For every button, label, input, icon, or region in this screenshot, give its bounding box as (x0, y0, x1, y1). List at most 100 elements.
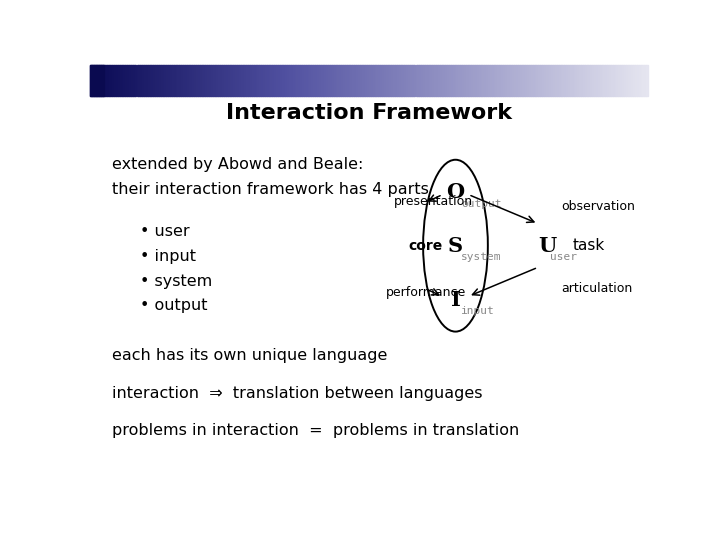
Bar (339, 65, 341, 96)
Bar (413, 65, 415, 96)
Bar (336, 65, 338, 96)
Text: their interaction framework has 4 parts: their interaction framework has 4 parts (112, 182, 429, 197)
Bar (361, 65, 364, 96)
Bar (261, 65, 263, 96)
Bar (466, 65, 467, 96)
Bar (112, 65, 114, 96)
Bar (343, 65, 345, 96)
Bar (540, 65, 542, 96)
Bar (425, 65, 427, 96)
Bar (371, 65, 373, 96)
Bar (490, 65, 492, 96)
Bar (132, 65, 135, 96)
Bar (510, 65, 512, 96)
Bar (552, 65, 553, 96)
Bar (384, 65, 386, 96)
Text: articulation: articulation (562, 282, 633, 295)
Bar (276, 65, 278, 96)
Bar (628, 65, 629, 96)
Bar (464, 65, 466, 96)
Bar (118, 65, 120, 96)
Bar (263, 65, 265, 96)
Bar (222, 65, 224, 96)
Bar (445, 65, 447, 96)
Bar (624, 65, 626, 96)
Bar (351, 65, 352, 96)
Bar (469, 65, 472, 96)
Bar (127, 65, 129, 96)
Bar (611, 65, 613, 96)
Bar (460, 65, 462, 96)
Bar (302, 65, 304, 96)
Bar (526, 65, 527, 96)
Bar (265, 65, 266, 96)
Bar (521, 65, 523, 96)
Bar (298, 65, 300, 96)
Bar (179, 65, 181, 96)
Bar (97, 65, 99, 96)
Bar (209, 65, 211, 96)
Bar (615, 65, 616, 96)
Bar (304, 65, 306, 96)
Bar (240, 65, 243, 96)
Bar (347, 65, 348, 96)
Bar (451, 65, 453, 96)
Bar (406, 65, 408, 96)
Bar (228, 65, 230, 96)
Bar (629, 65, 631, 96)
Bar (176, 65, 177, 96)
Bar (317, 65, 319, 96)
Bar (170, 65, 172, 96)
Bar (192, 65, 194, 96)
Bar (596, 65, 598, 96)
Bar (444, 65, 445, 96)
Bar (570, 65, 572, 96)
Bar (148, 65, 150, 96)
Bar (516, 65, 518, 96)
Bar (453, 65, 454, 96)
Bar (499, 65, 501, 96)
Bar (150, 65, 151, 96)
Bar (618, 65, 620, 96)
Bar (151, 65, 153, 96)
Bar (259, 65, 261, 96)
Bar (116, 65, 118, 96)
Bar (507, 65, 508, 96)
Bar (387, 65, 390, 96)
Bar (492, 65, 494, 96)
Bar (392, 65, 393, 96)
Bar (105, 65, 107, 96)
Bar (380, 65, 382, 96)
Bar (374, 65, 377, 96)
Bar (204, 65, 205, 96)
Bar (315, 65, 317, 96)
Bar (588, 65, 590, 96)
Bar (333, 65, 336, 96)
Bar (320, 65, 323, 96)
Bar (352, 65, 354, 96)
Bar (220, 65, 222, 96)
Bar (534, 65, 536, 96)
Bar (311, 65, 313, 96)
Text: system: system (461, 252, 502, 262)
Bar (129, 65, 131, 96)
Bar (114, 65, 116, 96)
Bar (306, 65, 307, 96)
Bar (533, 65, 534, 96)
Bar (631, 65, 633, 96)
Bar (382, 65, 384, 96)
Bar (194, 65, 196, 96)
Text: problems in interaction  =  problems in translation: problems in interaction = problems in tr… (112, 423, 520, 438)
Bar (529, 65, 531, 96)
Bar (498, 65, 499, 96)
Bar (467, 65, 469, 96)
Bar (172, 65, 174, 96)
Bar (330, 65, 332, 96)
Bar (280, 65, 282, 96)
Bar (590, 65, 592, 96)
Bar (378, 65, 380, 96)
Bar (274, 65, 276, 96)
Bar (514, 65, 516, 96)
Bar (103, 65, 105, 96)
Bar (488, 65, 490, 96)
